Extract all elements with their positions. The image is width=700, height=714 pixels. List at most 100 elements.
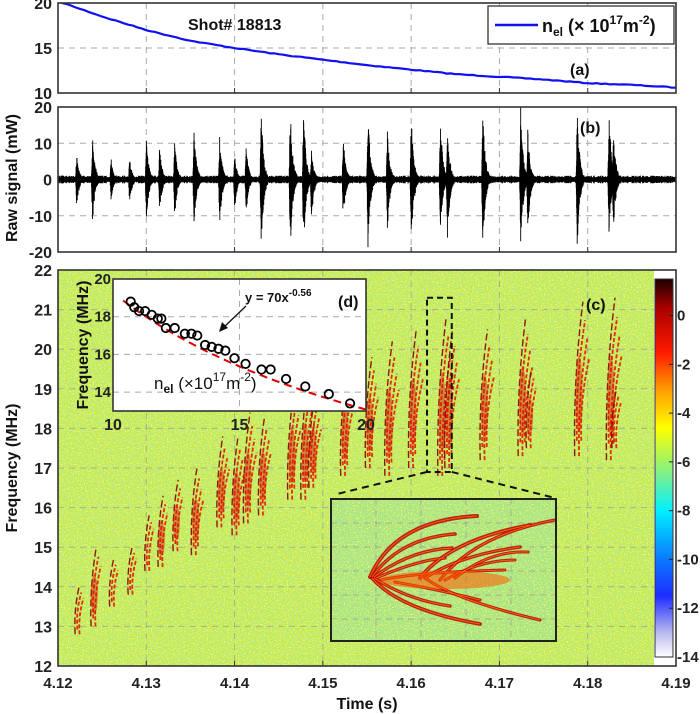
burst-streak <box>74 586 80 635</box>
data-point <box>133 305 145 317</box>
burst-streak <box>575 320 586 441</box>
burst-streak <box>605 297 616 461</box>
burst-core <box>309 428 317 475</box>
zoom-connector-right <box>451 470 556 499</box>
panel-d-inset: 10 15 20 14 16 18 20 Frequency (MHz) (d) y = 7… <box>75 271 375 434</box>
burst-streak <box>291 415 300 500</box>
magnified-view-frame <box>330 498 557 642</box>
burst-streak <box>314 429 323 479</box>
colorbar-tick-label: 0 <box>677 308 685 325</box>
panel-d-ytick-label: 20 <box>94 271 111 288</box>
burst-streak <box>246 439 256 524</box>
signal-burst <box>575 117 585 244</box>
signal-burst <box>310 150 319 215</box>
data-point <box>344 398 356 409</box>
panel-b-ytick-label: 20 <box>34 100 52 117</box>
signal-burst <box>192 132 202 222</box>
signal-burst <box>218 137 227 220</box>
burst-streak <box>529 387 537 449</box>
signal-burst <box>341 143 351 209</box>
burst-streak <box>233 448 242 526</box>
burst-streak <box>368 383 378 469</box>
zoom-connector-left <box>336 470 428 495</box>
chirp-branch-highlight <box>373 577 451 607</box>
spectrogram-burst <box>108 558 119 607</box>
chirp-branch-highlight <box>369 515 478 578</box>
burst-streak <box>527 378 535 441</box>
panel-d-ticks: 10 15 20 14 16 18 20 <box>94 271 375 434</box>
burst-core <box>575 355 583 433</box>
panel-a-ytick-label: 10 <box>34 86 52 103</box>
panel-d-ytick-label: 18 <box>94 309 111 326</box>
burst-streak <box>146 521 153 566</box>
burst-streak <box>573 301 584 457</box>
signal-burst <box>409 128 419 229</box>
signal-burst <box>128 161 137 200</box>
burst-streak <box>517 317 527 457</box>
spectrogram-burst <box>479 329 495 461</box>
burst-core <box>244 451 252 507</box>
burst-streak <box>194 488 203 556</box>
spectrogram-burst <box>611 388 622 449</box>
burst-core <box>157 520 165 557</box>
colorbar-tick-label: -14 <box>677 649 699 666</box>
signal-burst <box>244 148 254 208</box>
panel-d-xtick-label: 10 <box>104 417 122 434</box>
burst-streak <box>286 388 295 500</box>
burst-streak <box>196 499 205 547</box>
data-point <box>220 345 231 356</box>
spectrogram-burst <box>573 301 591 457</box>
panel-d-xlabel: nel (×1017m-2) <box>154 370 257 396</box>
data-point <box>192 330 203 341</box>
signal-burst <box>233 158 242 206</box>
burst-streak <box>76 592 83 630</box>
burst-streak <box>441 355 452 476</box>
colorbar-tick-label: -10 <box>677 551 699 568</box>
burst-streak <box>129 552 136 591</box>
panel-b-series <box>58 107 676 248</box>
burst-streak <box>172 479 179 552</box>
burst-streak <box>190 467 198 556</box>
signal-burst <box>445 138 455 238</box>
chirp-branch-highlight <box>439 519 556 581</box>
burst-streak <box>481 344 491 448</box>
panel-d-ytick-label: 14 <box>94 384 111 401</box>
signal-burst <box>259 118 269 239</box>
burst-streak <box>293 428 302 489</box>
data-point <box>265 364 276 375</box>
burst-streak <box>364 357 373 469</box>
signal-burst <box>611 140 621 222</box>
data-point <box>213 343 224 354</box>
panel-c-frame <box>57 269 677 667</box>
colorbar: 0 -2 -4 -6 -8 -10 -12 -14 <box>654 278 699 666</box>
panel-b-ytick-label: -10 <box>29 209 52 226</box>
panel-c-ytick-label: 12 <box>34 659 52 676</box>
burst-streak <box>235 459 244 536</box>
panel-c-ytick-label: 19 <box>34 382 52 399</box>
burst-core <box>366 395 374 452</box>
fit-arrow <box>219 305 247 332</box>
burst-streak <box>249 452 258 513</box>
data-point <box>229 353 240 364</box>
burst-streak <box>242 412 251 524</box>
burst-streak <box>264 451 273 506</box>
panel-c-ytick-label: 15 <box>34 540 52 557</box>
data-point <box>206 341 217 352</box>
burst-streak <box>157 495 164 568</box>
spectrogram-burst <box>286 388 302 500</box>
burst-streak <box>446 345 456 455</box>
burst-streak <box>409 345 420 455</box>
spectrogram-burst <box>74 586 85 635</box>
panel-d-label: (d) <box>338 294 358 311</box>
burst-core <box>90 574 98 615</box>
panel-d-xtick-label: 15 <box>231 417 249 434</box>
chirp-branch-highlight <box>419 524 531 579</box>
panel-c-xtick-label: 4.16 <box>397 675 426 692</box>
burst-streak <box>144 515 150 572</box>
burst-streak <box>407 329 417 469</box>
spectrogram-burst <box>364 357 380 469</box>
burst-core <box>341 406 349 460</box>
burst-core <box>232 470 240 521</box>
burst-streak <box>370 396 380 457</box>
panel-c-ylabel: Frequency (MHz) <box>4 404 21 533</box>
